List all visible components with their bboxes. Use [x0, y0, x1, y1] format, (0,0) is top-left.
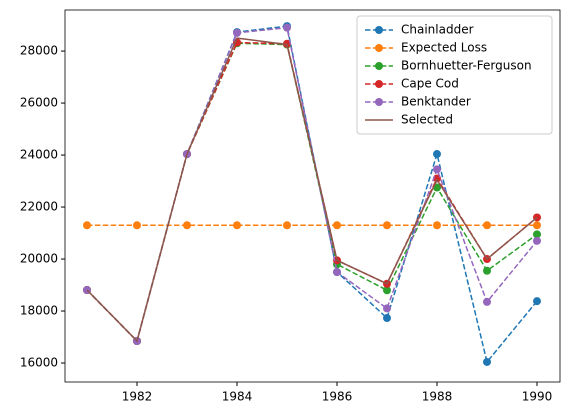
data-point — [283, 23, 291, 32]
data-point — [533, 297, 541, 306]
x-tick-label: 1982 — [122, 390, 153, 404]
data-point — [333, 221, 341, 230]
x-tick-label: 1990 — [522, 390, 553, 404]
data-point — [533, 230, 541, 239]
x-tick-label: 1986 — [322, 390, 353, 404]
legend-label: Expected Loss — [401, 41, 487, 55]
legend-marker — [375, 98, 383, 106]
legend: Chainladder Expected Loss Bornhuetter-Ferg… — [356, 15, 553, 135]
y-tick-label: 28000 — [20, 44, 58, 58]
legend-marker — [375, 62, 383, 70]
legend-label: Chainladder — [401, 23, 474, 37]
y-tick-label: 20000 — [20, 252, 58, 266]
legend-marker — [375, 80, 383, 88]
data-point — [383, 286, 391, 295]
legend-marker — [375, 44, 383, 52]
y-tick-label: 18000 — [20, 304, 58, 318]
data-point — [433, 165, 441, 174]
plot-frame — [64, 9, 561, 383]
data-point — [483, 297, 491, 306]
data-point — [83, 221, 91, 230]
data-point — [333, 268, 341, 277]
x-tick-label: 1984 — [222, 390, 253, 404]
data-point — [133, 221, 141, 230]
data-point — [533, 236, 541, 245]
data-point — [433, 221, 441, 230]
data-point — [383, 304, 391, 313]
data-point — [283, 39, 291, 48]
legend-label: Bornhuetter-Ferguson — [401, 59, 532, 73]
legend-marker — [375, 26, 383, 34]
data-point — [533, 221, 541, 230]
legend-label: Selected — [401, 113, 453, 127]
data-point — [233, 221, 241, 230]
data-point — [483, 357, 491, 366]
y-tick-label: 16000 — [20, 356, 58, 370]
x-tick-label: 1988 — [422, 390, 453, 404]
series-line — [86, 37, 538, 343]
data-point — [233, 28, 241, 37]
y-tick-label: 26000 — [20, 96, 58, 110]
legend-box — [356, 15, 553, 135]
y-tick-label: 22000 — [20, 200, 58, 214]
data-point — [483, 266, 491, 275]
y-tick-label: 24000 — [20, 148, 58, 162]
data-point — [483, 221, 491, 230]
data-point — [283, 221, 291, 230]
data-point — [183, 221, 191, 230]
data-point — [383, 314, 391, 323]
data-point — [383, 221, 391, 230]
data-point — [433, 150, 441, 159]
legend-label: Benktander — [401, 95, 471, 109]
legend-label: Cape Cod — [401, 77, 459, 91]
